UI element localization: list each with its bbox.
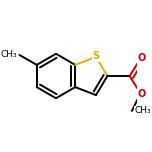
Text: O: O [137,53,146,63]
Text: CH₃: CH₃ [135,106,151,115]
Text: CH₃: CH₃ [1,50,17,59]
Text: S: S [92,51,100,61]
Text: O: O [137,89,146,99]
